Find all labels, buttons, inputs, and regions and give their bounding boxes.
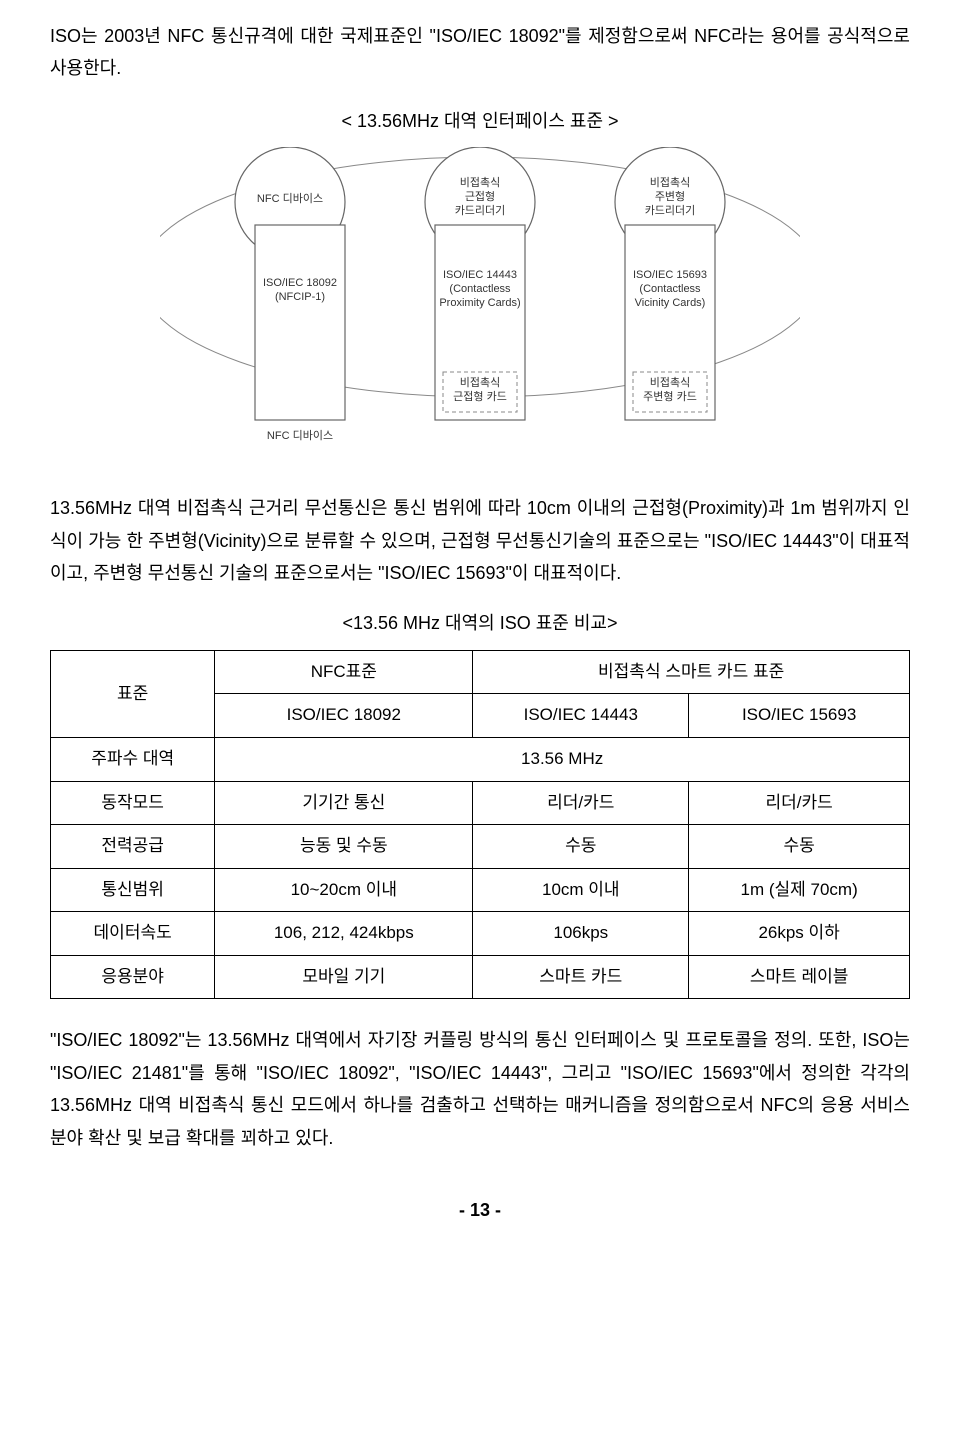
box-label-1: ISO/IEC 18092 (NFCIP-1)	[255, 277, 345, 305]
interface-diagram: NFC 디바이스 비접촉식 근접형 카드리더기 비접촉식 주변형 카드리더기 I…	[160, 147, 800, 467]
cell: 스마트 카드	[473, 955, 689, 999]
cell: 스마트 레이블	[689, 955, 910, 999]
cell: 26kps 이하	[689, 912, 910, 956]
diagram-container: NFC 디바이스 비접촉식 근접형 카드리더기 비접촉식 주변형 카드리더기 I…	[50, 147, 910, 467]
header-c3: ISO/IEC 15693	[689, 694, 910, 738]
table-row: 통신범위 10~20cm 이내 10cm 이내 1m (실제 70cm)	[51, 868, 910, 912]
row-merged: 13.56 MHz	[215, 737, 910, 781]
dash-label-2: 비접촉식 주변형 카드	[633, 377, 707, 405]
dash-label-1: 비접촉식 근접형 카드	[443, 377, 517, 405]
table-row: 주파수 대역 13.56 MHz	[51, 737, 910, 781]
bottom-label: NFC 디바이스	[255, 430, 345, 444]
row-label: 응용분야	[51, 955, 215, 999]
header-contactless: 비접촉식 스마트 카드 표준	[473, 650, 910, 694]
circle-label-1: NFC 디바이스	[245, 193, 335, 207]
table-row: 데이터속도 106, 212, 424kbps 106kps 26kps 이하	[51, 912, 910, 956]
cell: 106, 212, 424kbps	[215, 912, 473, 956]
box-label-3: ISO/IEC 15693 (Contactless Vicinity Card…	[625, 269, 715, 310]
cell: 수동	[473, 825, 689, 869]
cell: 능동 및 수동	[215, 825, 473, 869]
row-label: 동작모드	[51, 781, 215, 825]
circle-label-3: 비접촉식 주변형 카드리더기	[625, 177, 715, 218]
row-label: 주파수 대역	[51, 737, 215, 781]
header-c2: ISO/IEC 14443	[473, 694, 689, 738]
circle-label-2: 비접촉식 근접형 카드리더기	[435, 177, 525, 218]
row-label: 전력공급	[51, 825, 215, 869]
row-label: 데이터속도	[51, 912, 215, 956]
table-header-row-1: 표준 NFC표준 비접촉식 스마트 카드 표준	[51, 650, 910, 694]
cell: 리더/카드	[689, 781, 910, 825]
box-label-2: ISO/IEC 14443 (Contactless Proximity Car…	[435, 269, 525, 310]
intro-paragraph: ISO는 2003년 NFC 통신규격에 대한 국제표준인 "ISO/IEC 1…	[50, 20, 910, 85]
cell: 1m (실제 70cm)	[689, 868, 910, 912]
cell: 기기간 통신	[215, 781, 473, 825]
header-nfc: NFC표준	[215, 650, 473, 694]
cell: 모바일 기기	[215, 955, 473, 999]
table-row: 응용분야 모바일 기기 스마트 카드 스마트 레이블	[51, 955, 910, 999]
comparison-table: 표준 NFC표준 비접촉식 스마트 카드 표준 ISO/IEC 18092 IS…	[50, 650, 910, 1000]
cell: 수동	[689, 825, 910, 869]
header-c1: ISO/IEC 18092	[215, 694, 473, 738]
mid-paragraph: 13.56MHz 대역 비접촉식 근거리 무선통신은 통신 범위에 따라 10c…	[50, 492, 910, 589]
figure-title: < 13.56MHz 대역 인터페이스 표준 >	[50, 105, 910, 137]
table-row: 전력공급 능동 및 수동 수동 수동	[51, 825, 910, 869]
cell: 106kps	[473, 912, 689, 956]
cell: 10cm 이내	[473, 868, 689, 912]
page-number: - 13 -	[50, 1194, 910, 1226]
header-std: 표준	[51, 650, 215, 737]
table-row: 동작모드 기기간 통신 리더/카드 리더/카드	[51, 781, 910, 825]
row-label: 통신범위	[51, 868, 215, 912]
final-paragraph: "ISO/IEC 18092"는 13.56MHz 대역에서 자기장 커플링 방…	[50, 1024, 910, 1154]
cell: 10~20cm 이내	[215, 868, 473, 912]
cell: 리더/카드	[473, 781, 689, 825]
table-title: <13.56 MHz 대역의 ISO 표준 비교>	[50, 607, 910, 639]
